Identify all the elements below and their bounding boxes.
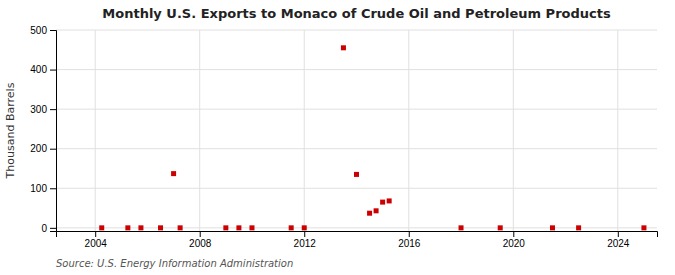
point [367, 211, 372, 216]
point [354, 172, 359, 177]
point [125, 225, 130, 230]
x-tick-mark [304, 231, 305, 237]
y-tick-label: 300 [30, 104, 47, 115]
y-tick-mark [50, 228, 56, 229]
source-note: Source: U.S. Energy Information Administ… [56, 258, 293, 269]
x-grid-line [408, 30, 409, 231]
point [249, 225, 254, 230]
y-tick-mark [50, 149, 56, 150]
x-grid-line [513, 30, 514, 231]
x-tick-label: 2004 [85, 238, 108, 249]
point [550, 225, 555, 230]
x-tick-mark [409, 231, 410, 237]
y-tick: 300 [30, 104, 56, 115]
point [158, 225, 163, 230]
x-tick: 2004 [85, 231, 108, 249]
x-tick: 2024 [607, 231, 630, 249]
y-grid-line [56, 109, 657, 110]
x-grid-line [199, 30, 200, 231]
y-grid-line [56, 188, 657, 189]
y-tick-mark [50, 70, 56, 71]
y-tick-mark [50, 188, 56, 189]
point [576, 225, 581, 230]
x-grid-line [617, 30, 618, 231]
plot-area: 2004 2008 2012 2016 2020 2024 0 100 200 300 400 500 [30, 25, 657, 249]
y-tick-mark [50, 109, 56, 110]
chart-container: 2004 2008 2012 2016 2020 2024 0 100 200 300 400 500… [0, 0, 675, 275]
x-tick-mark [200, 231, 201, 237]
y-tick-label: 100 [30, 183, 47, 194]
x-tick-mark [513, 231, 514, 237]
chart-svg: 2004 2008 2012 2016 2020 2024 0 100 200 300 400 500… [0, 0, 675, 275]
grid [56, 30, 657, 231]
point [289, 225, 294, 230]
y-tick-mark [50, 30, 56, 31]
point [380, 200, 385, 205]
y-tick-label: 0 [41, 223, 47, 234]
x-tick: 2020 [503, 231, 526, 249]
point [138, 225, 143, 230]
y-tick: 0 [41, 223, 56, 234]
points [99, 45, 646, 230]
y-tick-label: 500 [30, 25, 47, 36]
x-axis-line [57, 232, 658, 238]
x-axis: 2004 2008 2012 2016 2020 2024 [57, 231, 658, 249]
x-tick-label: 2016 [398, 238, 421, 249]
x-tick-label: 2020 [503, 238, 526, 249]
x-tick: 2016 [398, 231, 421, 249]
y-tick: 400 [30, 64, 56, 75]
y-axis-title: Thousand Barrels [4, 82, 17, 179]
x-grid-line [95, 30, 96, 231]
x-tick: 2012 [294, 231, 317, 249]
point [341, 45, 346, 50]
x-tick: 2008 [189, 231, 212, 249]
y-grid-line [56, 148, 657, 149]
y-tick: 500 [30, 25, 56, 36]
x-tick-label: 2012 [294, 238, 317, 249]
x-tick-mark [95, 231, 96, 237]
y-grid-line [56, 227, 657, 228]
x-tick-mark [618, 231, 619, 237]
title: Monthly U.S. Exports to Monaco of Crude … [102, 6, 611, 21]
point [171, 171, 176, 176]
x-tick-label: 2024 [607, 238, 630, 249]
point [498, 225, 503, 230]
y-tick-label: 200 [30, 143, 47, 154]
point [178, 225, 183, 230]
y-grid-line [56, 30, 657, 31]
point [641, 225, 646, 230]
y-axis-line [50, 31, 57, 232]
point [223, 225, 228, 230]
point [99, 225, 104, 230]
y-grid-line [56, 69, 657, 70]
point [374, 208, 379, 213]
y-axis: 0 100 200 300 400 500 [30, 25, 56, 234]
point [236, 225, 241, 230]
y-tick-label: 400 [30, 64, 47, 75]
point [459, 225, 464, 230]
point [387, 198, 392, 203]
x-tick-label: 2008 [189, 238, 212, 249]
x-grid-line [304, 30, 305, 231]
y-tick: 200 [30, 143, 56, 154]
y-tick: 100 [30, 183, 56, 194]
point [302, 225, 307, 230]
